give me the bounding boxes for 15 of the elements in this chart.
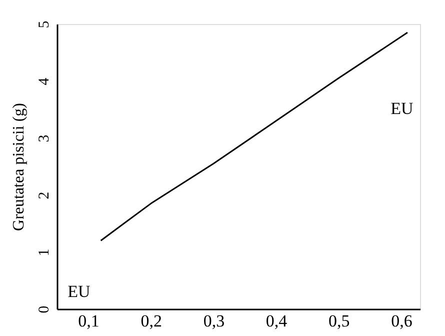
y-tick-label: 1	[36, 248, 52, 256]
x-tick-label: 0,2	[140, 312, 162, 330]
x-tick-label: 0,1	[78, 312, 100, 330]
annotation: EU	[390, 99, 414, 118]
x-tick-label: 0,3	[203, 312, 225, 330]
y-axis-title: Greutatea pisicii (g)	[10, 103, 28, 231]
y-tick-label: 5	[36, 20, 52, 28]
y-tick-label: 4	[36, 77, 52, 86]
y-tick-label: 3	[36, 134, 52, 142]
annotation: EU	[68, 282, 90, 301]
y-tick-label: 0	[36, 306, 52, 314]
y-tick-label: 2	[36, 192, 52, 200]
x-tick-label: 0,6	[391, 312, 412, 330]
x-tick-label: 0,4	[266, 312, 288, 330]
x-tick-label: 0,5	[328, 312, 350, 330]
